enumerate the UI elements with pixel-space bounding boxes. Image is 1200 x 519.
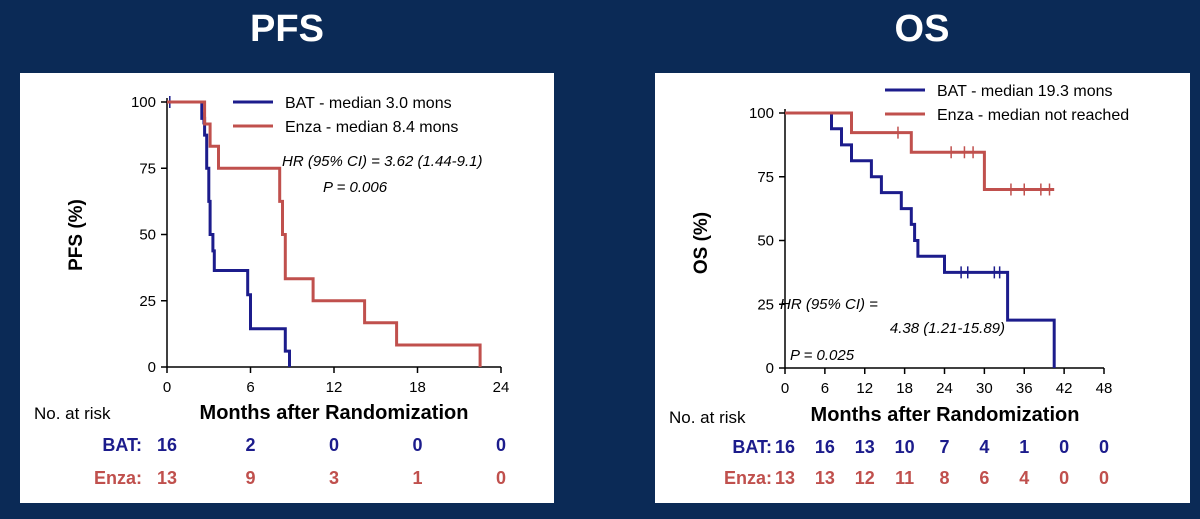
os-x-tick-label: 18 bbox=[896, 380, 913, 397]
pfs-risk-row-name: BAT: bbox=[102, 435, 142, 455]
os-x-tick-label: 42 bbox=[1056, 380, 1073, 397]
os-y-tick-label: 75 bbox=[757, 169, 774, 186]
os-chart-panel: 0 25 50 75 100 0 6 12 18 24 30 36 42 48 OS (%) BAT - me… bbox=[655, 73, 1190, 503]
pfs-annotation: HR (95% CI) = 3.62 (1.44-9.1) bbox=[282, 153, 483, 170]
os-y-tick-label: 0 bbox=[766, 360, 774, 377]
os-y-axis-label: OS (%) bbox=[691, 212, 712, 274]
os-risk-value: 6 bbox=[979, 468, 989, 488]
os-risk-value: 13 bbox=[775, 468, 795, 488]
os-x-tick-label: 6 bbox=[821, 380, 829, 397]
os-legend-label: Enza - median not reached bbox=[937, 107, 1129, 124]
os-risk-value: 8 bbox=[939, 468, 949, 488]
os-x-tick-label: 48 bbox=[1096, 380, 1113, 397]
pfs-y-tick-label: 25 bbox=[139, 293, 156, 310]
os-x-tick-label: 30 bbox=[976, 380, 993, 397]
pfs-annotation: P = 0.006 bbox=[323, 179, 388, 196]
os-risk-value: 12 bbox=[855, 468, 875, 488]
pfs-legend-label: BAT - median 3.0 mons bbox=[285, 95, 452, 112]
os-legend-label: BAT - median 19.3 mons bbox=[937, 83, 1113, 100]
os-risk-value: 0 bbox=[1099, 437, 1109, 457]
pfs-risk-value: 1 bbox=[412, 468, 422, 488]
pfs-x-tick-label: 18 bbox=[409, 379, 426, 396]
pfs-y-tick-label: 100 bbox=[131, 94, 156, 111]
os-x-tick-label: 0 bbox=[781, 380, 789, 397]
os-risk-row-name: BAT: bbox=[732, 437, 772, 457]
pfs-chart-panel: 0 25 50 75 100 0 6 12 18 24 PFS (%) BAT - median 3.… bbox=[20, 73, 554, 503]
pfs-series-1-line bbox=[167, 100, 482, 367]
os-annotation: P = 0.025 bbox=[790, 347, 855, 364]
os-risk-value: 13 bbox=[855, 437, 875, 457]
os-series-0-line bbox=[785, 111, 1056, 368]
pfs-y-tick-label: 0 bbox=[148, 359, 156, 376]
pfs-risk-value: 0 bbox=[412, 435, 422, 455]
os-y-tick-label: 50 bbox=[757, 233, 774, 250]
os-risk-row-name: Enza: bbox=[724, 468, 772, 488]
os-series-1-line bbox=[785, 111, 1055, 191]
os-risk-value: 13 bbox=[815, 468, 835, 488]
pfs-x-tick-label: 24 bbox=[493, 379, 510, 396]
pfs-risk-value: 9 bbox=[245, 468, 255, 488]
os-risk-value: 11 bbox=[895, 468, 914, 488]
os-risk-value: 16 bbox=[775, 437, 795, 457]
os-x-axis-label: Months after Randomization bbox=[811, 404, 1080, 426]
pfs-risk-table-label: No. at risk bbox=[34, 404, 111, 423]
os-risk-table-label: No. at risk bbox=[669, 408, 746, 427]
os-annotation: 4.38 (1.21-15.89) bbox=[890, 320, 1005, 337]
pfs-risk-value: 13 bbox=[157, 468, 177, 488]
pfs-y-tick-label: 75 bbox=[139, 160, 156, 177]
pfs-risk-value: 16 bbox=[157, 435, 177, 455]
os-risk-value: 0 bbox=[1059, 468, 1069, 488]
pfs-x-tick-label: 12 bbox=[326, 379, 343, 396]
os-risk-value: 1 bbox=[1019, 437, 1029, 457]
os-risk-value: 10 bbox=[895, 437, 915, 457]
pfs-risk-value: 0 bbox=[329, 435, 339, 455]
pfs-risk-value: 3 bbox=[329, 468, 339, 488]
os-y-tick-label: 100 bbox=[749, 105, 774, 122]
pfs-x-axis-label: Months after Randomization bbox=[200, 402, 469, 424]
os-x-tick-label: 36 bbox=[1016, 380, 1033, 397]
pfs-y-axis-label: PFS (%) bbox=[66, 199, 87, 271]
os-risk-value: 4 bbox=[1019, 468, 1029, 488]
os-risk-value: 0 bbox=[1099, 468, 1109, 488]
os-annotation: HR (95% CI) = bbox=[780, 296, 878, 313]
os-x-tick-label: 24 bbox=[936, 380, 953, 397]
pfs-y-tick-label: 50 bbox=[139, 227, 156, 244]
pfs-title: PFS bbox=[250, 8, 324, 50]
os-risk-value: 0 bbox=[1059, 437, 1069, 457]
pfs-risk-value: 2 bbox=[245, 435, 255, 455]
pfs-x-tick-label: 0 bbox=[163, 379, 171, 396]
pfs-series-0-line bbox=[167, 100, 291, 367]
pfs-risk-row-name: Enza: bbox=[94, 468, 142, 488]
os-risk-value: 16 bbox=[815, 437, 835, 457]
os-risk-value: 4 bbox=[979, 437, 989, 457]
os-x-tick-label: 12 bbox=[856, 380, 873, 397]
pfs-risk-value: 0 bbox=[496, 435, 506, 455]
pfs-risk-value: 0 bbox=[496, 468, 506, 488]
os-y-tick-label: 25 bbox=[757, 296, 774, 313]
pfs-legend-label: Enza - median 8.4 mons bbox=[285, 119, 458, 136]
os-title: OS bbox=[894, 8, 950, 50]
pfs-x-tick-label: 6 bbox=[246, 379, 254, 396]
os-risk-value: 7 bbox=[939, 437, 949, 457]
